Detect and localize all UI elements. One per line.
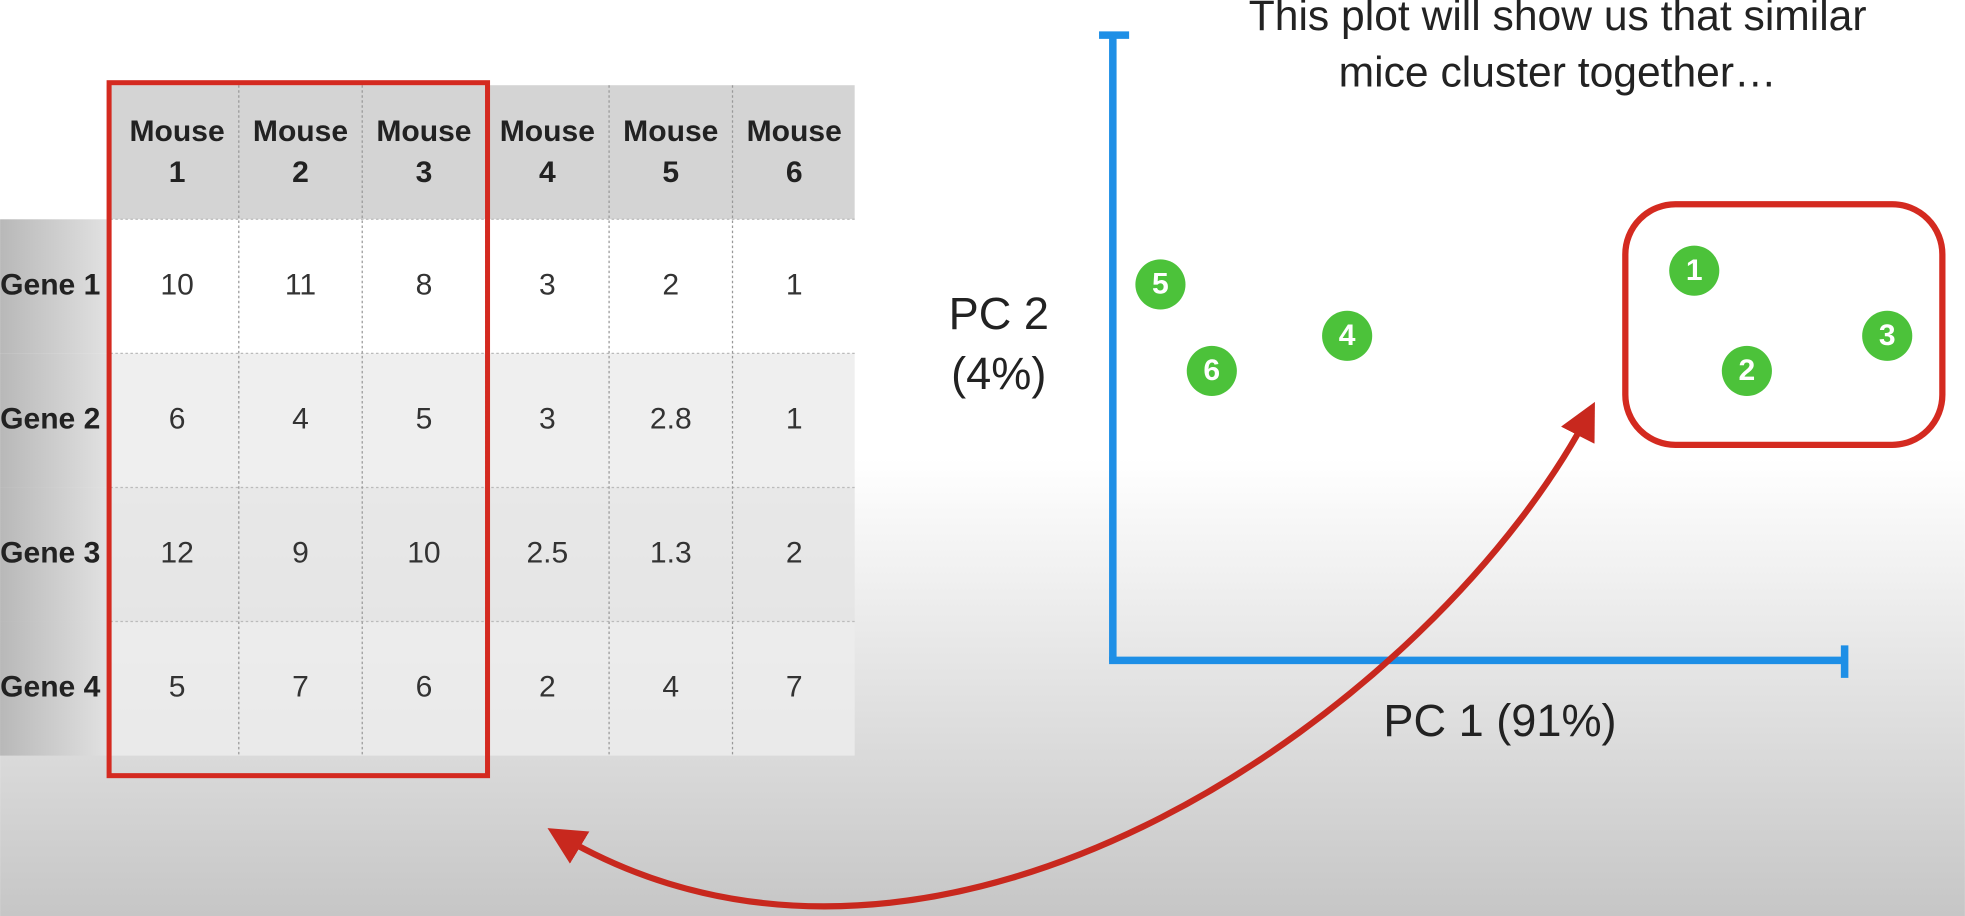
row-bg xyxy=(110,219,855,354)
point xyxy=(1135,259,1186,310)
row-label: Gene 1 xyxy=(0,268,100,301)
cell: 5 xyxy=(169,671,186,704)
cell: 10 xyxy=(407,536,440,569)
cell: 4 xyxy=(662,671,679,704)
point-label: 2 xyxy=(1739,354,1756,387)
points: 1 2 3 4 5 6 xyxy=(1135,245,1913,396)
row-label-bg xyxy=(0,487,111,622)
row-bg xyxy=(110,621,855,756)
column-header: 5 xyxy=(662,156,679,189)
cell: 8 xyxy=(416,268,433,301)
point-label: 5 xyxy=(1152,268,1169,301)
cell: 2.8 xyxy=(650,402,692,435)
column-header: 1 xyxy=(169,156,186,189)
column-header: 6 xyxy=(786,156,803,189)
cell: 6 xyxy=(416,671,433,704)
column-header: 2 xyxy=(292,156,309,189)
cell: 3 xyxy=(539,402,556,435)
row-bg xyxy=(110,353,855,488)
point xyxy=(1862,310,1913,361)
row-label-bg xyxy=(0,621,111,756)
point xyxy=(1669,245,1720,296)
cell: 5 xyxy=(416,402,433,435)
point-label: 3 xyxy=(1879,319,1896,352)
cell: 2 xyxy=(786,536,803,569)
cell: 6 xyxy=(169,402,186,435)
point xyxy=(1186,345,1237,396)
cell: 1.3 xyxy=(650,536,692,569)
cell: 4 xyxy=(292,402,309,435)
plot-title: mice cluster together… xyxy=(1339,48,1777,96)
column-header: Mouse xyxy=(747,115,842,148)
cell: 11 xyxy=(285,268,316,301)
cell: 10 xyxy=(160,268,193,301)
point xyxy=(1322,310,1373,361)
cell: 3 xyxy=(539,268,556,301)
y-label: (4%) xyxy=(951,348,1046,399)
row-bg xyxy=(110,487,855,622)
y-label: PC 2 xyxy=(949,288,1049,339)
plot-title: This plot will show us that similar xyxy=(1249,0,1867,40)
column-header: Mouse xyxy=(376,115,471,148)
column-header: Mouse xyxy=(253,115,348,148)
point-label: 4 xyxy=(1339,319,1356,352)
cell: 1 xyxy=(786,268,803,301)
header-bg xyxy=(106,85,855,220)
column-header: Mouse xyxy=(500,115,595,148)
column-header: Mouse xyxy=(623,115,718,148)
cell: 9 xyxy=(292,536,309,569)
cell: 7 xyxy=(786,671,803,704)
cell: 1 xyxy=(786,402,803,435)
row-label: Gene 2 xyxy=(0,402,100,435)
cell: 12 xyxy=(160,536,193,569)
point-label: 6 xyxy=(1203,354,1220,387)
point xyxy=(1721,345,1772,396)
arrow xyxy=(547,401,1595,910)
highlight-box xyxy=(106,80,491,779)
column-header: 3 xyxy=(416,156,433,189)
row-label: Gene 4 xyxy=(0,671,101,704)
row-label-bg xyxy=(0,219,111,354)
cell: 2.5 xyxy=(526,536,568,569)
cluster-box xyxy=(1622,201,1946,448)
column-header: 4 xyxy=(539,156,556,189)
cell: 2 xyxy=(539,671,556,704)
x-label: PC 1 (91%) xyxy=(1383,695,1616,746)
cell: 7 xyxy=(292,671,309,704)
row-label: Gene 3 xyxy=(0,536,100,569)
point-label: 1 xyxy=(1686,254,1703,287)
row-label-bg xyxy=(0,353,111,488)
column-header: Mouse xyxy=(129,115,224,148)
cell: 2 xyxy=(662,268,679,301)
